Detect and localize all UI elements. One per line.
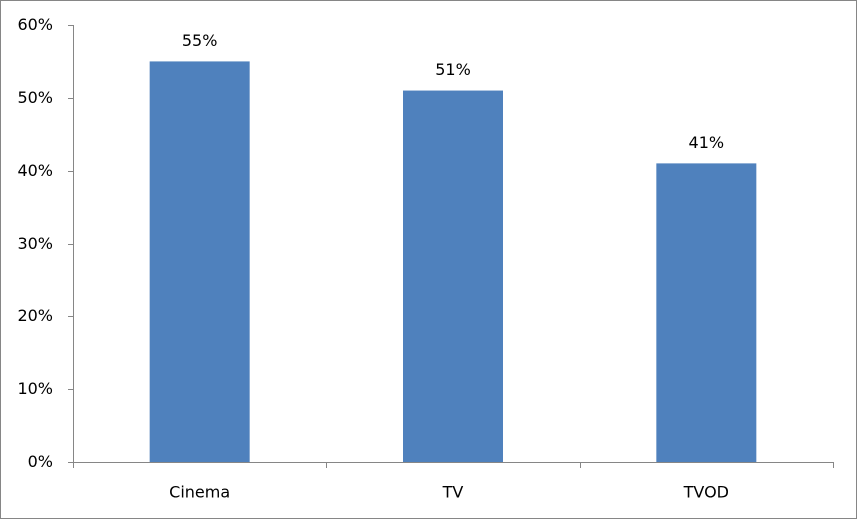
value-label: 41% — [689, 133, 725, 152]
value-label: 55% — [182, 31, 218, 50]
x-tick-label: TV — [442, 483, 464, 502]
y-tick-label: 30% — [17, 234, 53, 253]
y-tick-label: 60% — [17, 15, 53, 34]
y-tick-label: 10% — [17, 379, 53, 398]
y-tick-label: 50% — [17, 88, 53, 107]
y-tick-label: 0% — [28, 452, 53, 471]
bar — [149, 61, 250, 463]
value-label: 51% — [435, 60, 471, 79]
bar — [656, 163, 757, 462]
y-tick-label: 40% — [17, 161, 53, 180]
y-tick-label: 20% — [17, 306, 53, 325]
x-tick-label: TVOD — [683, 483, 729, 502]
bar — [403, 90, 503, 463]
x-tick-label: Cinema — [169, 483, 230, 502]
